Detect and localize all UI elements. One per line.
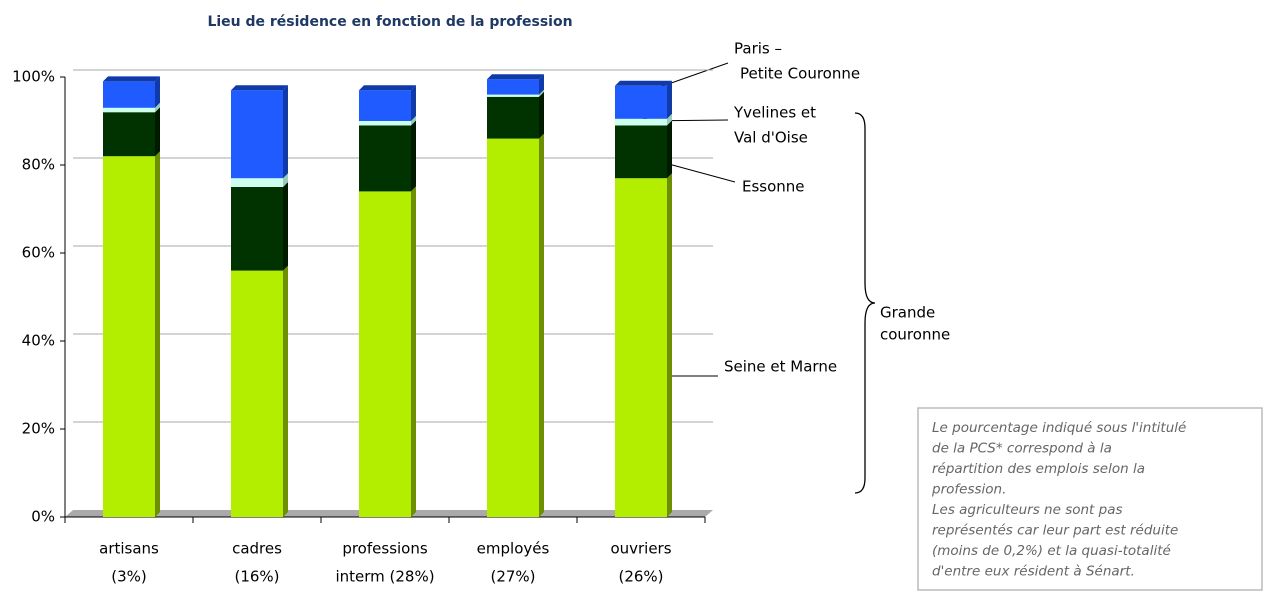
bar-segment: [103, 107, 155, 113]
group-label: Grande: [880, 304, 935, 322]
x-tick-label: (27%): [490, 568, 535, 586]
bar-top: [359, 85, 416, 91]
y-tick-label: 80%: [22, 156, 55, 174]
bar-segment: [359, 125, 411, 192]
note-line: représentés car leur part est réduite: [932, 523, 1178, 539]
note-line: profession.: [931, 482, 1006, 498]
note-line: (moins de 0,2%) et la quasi-totalité: [932, 543, 1171, 559]
series-label: Essonne: [742, 178, 805, 196]
bar-side: [155, 151, 160, 517]
bar-segment: [359, 191, 411, 517]
x-tick-label: interm (28%): [335, 568, 434, 586]
note-box: [917, 407, 1263, 591]
bar-segment: [103, 81, 155, 108]
bar-segment: [103, 112, 155, 157]
series-label: Yvelines et: [733, 104, 816, 122]
chart-title: Lieu de résidence en fonction de la prof…: [207, 14, 572, 30]
bar-side: [283, 182, 288, 271]
bar-segment: [487, 96, 539, 139]
x-tick-label: professions: [342, 540, 428, 558]
y-tick-label: 100%: [12, 68, 55, 86]
x-tick-label: ouvriers: [610, 540, 671, 558]
group-label: couronne: [880, 326, 950, 344]
brace: [854, 112, 876, 494]
bar-top: [231, 85, 288, 91]
bar-side: [411, 186, 416, 517]
x-tick-label: (26%): [618, 568, 663, 586]
x-tick-label: artisans: [99, 540, 159, 558]
bar-segment: [103, 156, 155, 517]
series-label: Seine et Marne: [724, 358, 837, 376]
bar-segment: [487, 79, 539, 95]
bar-side: [667, 120, 672, 179]
y-tick-label: 0%: [31, 508, 55, 526]
bar-side: [411, 116, 416, 126]
bar-side: [667, 80, 672, 119]
bar-side: [155, 76, 160, 108]
bar-side: [411, 85, 416, 121]
note-line: Les agriculteurs ne sont pas: [932, 502, 1123, 518]
series-label: Val d'Oise: [734, 129, 808, 147]
bar-segment: [487, 94, 539, 97]
bar-top: [615, 80, 672, 86]
x-tick-label: (16%): [234, 568, 279, 586]
bar-side: [667, 173, 672, 517]
y-tick-label: 60%: [22, 244, 55, 262]
bar-side: [539, 91, 544, 139]
bar-segment: [615, 118, 667, 126]
bar-segment: [231, 270, 283, 517]
bar-top: [103, 76, 160, 82]
note-line: d'entre eux résident à Sénart.: [932, 564, 1135, 580]
x-tick-label: employés: [477, 540, 550, 558]
bar-segment: [487, 138, 539, 517]
bar-segment: [615, 85, 667, 119]
bar-side: [667, 113, 672, 126]
series-label: Petite Couronne: [740, 65, 860, 83]
bar-side: [283, 85, 288, 179]
bar-segment: [231, 178, 283, 187]
bar-side: [283, 173, 288, 187]
bar-side: [539, 74, 544, 95]
bar-segment: [359, 121, 411, 126]
bar-side: [539, 133, 544, 517]
y-tick-label: 20%: [22, 420, 55, 438]
bar-segment: [231, 187, 283, 271]
bar-side: [411, 120, 416, 192]
bar-side: [539, 89, 544, 97]
note-line: de la PCS* correspond à la: [932, 441, 1112, 457]
bar-segment: [615, 125, 667, 179]
series-label: Paris –: [734, 40, 782, 58]
note-line: répartition des emplois selon la: [932, 461, 1145, 477]
bar-top: [487, 74, 544, 80]
bar-segment: [615, 178, 667, 517]
y-tick-label: 40%: [22, 332, 55, 350]
bar-segment: [359, 90, 411, 121]
note-line: Le pourcentage indiqué sous l'intitulé: [932, 420, 1186, 436]
bar-side: [155, 107, 160, 157]
x-tick-label: (3%): [111, 568, 147, 586]
bar-segment: [231, 90, 283, 179]
bar-side: [155, 102, 160, 113]
x-tick-label: cadres: [232, 540, 282, 558]
bar-side: [283, 265, 288, 517]
